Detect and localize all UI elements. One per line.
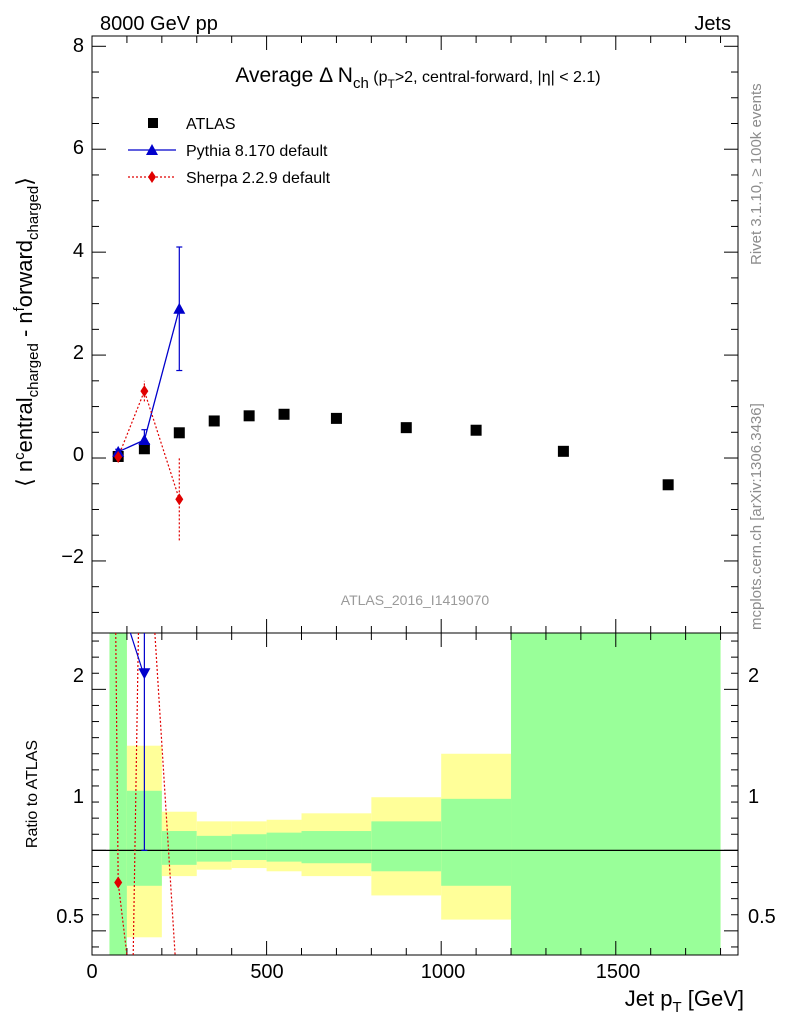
ratio-ytick-label-1: 1 [73, 786, 84, 808]
header-right: Jets [694, 13, 731, 35]
legend-marker-sherpa [148, 171, 156, 183]
legend-marker-atlas [148, 118, 158, 128]
atlas-point-8 [470, 424, 482, 436]
ratio-bands [92, 633, 738, 955]
legend-label-pythia: Pythia 8.170 default [186, 143, 328, 160]
ratio-ytick-label-2-right: 2 [748, 665, 759, 687]
xtick-label-500: 500 [250, 961, 283, 983]
ratio-band-inner-4 [231, 834, 267, 861]
ratio-band-inner-8 [441, 798, 512, 886]
header-left: 8000 GeV pp [100, 13, 218, 35]
sherpa-point-0 [114, 450, 123, 463]
ytick-label-4: 4 [73, 240, 84, 262]
atlas-point-10 [662, 479, 674, 491]
legend-label-sherpa: Sherpa 2.2.9 default [186, 170, 331, 187]
tick-labels: −2 0 2 4 6 8 0.5 1 2 0.5 1 2 0 500 1000 … [56, 35, 776, 983]
legend-label-atlas: ATLAS [186, 116, 236, 133]
ratio-band-inner-6 [301, 831, 372, 864]
sherpa-ratio-point-0 [114, 876, 123, 889]
x-axis-label: Jet pT [GeV] [625, 986, 744, 1016]
analysis-watermark: ATLAS_2016_I1419070 [341, 592, 490, 608]
atlas-point-1 [138, 443, 150, 455]
sherpa-ratio-line-b [132, 632, 140, 956]
ratio-band-inner-5 [266, 832, 302, 862]
xtick-label-1000: 1000 [421, 961, 466, 983]
ytick-label-2: 2 [73, 342, 84, 364]
ratio-ytick-label-2: 2 [73, 665, 84, 687]
y-axis-label: ⟨ ncentralcharged - nforwardcharged⟩ [11, 177, 42, 487]
ratio-panel-data [114, 632, 176, 956]
ratio-panel-frame [91, 632, 739, 956]
atlas-point-3 [208, 415, 220, 427]
pythia-line [117, 308, 180, 453]
sherpa-point-1 [140, 385, 149, 398]
ratio-band-inner-2 [161, 831, 197, 865]
atlas-point-2 [173, 427, 185, 439]
atlas-point-5 [278, 408, 290, 420]
atlas-point-6 [330, 412, 342, 424]
xtick-label-0: 0 [86, 961, 97, 983]
ratio-ytick-label-1-right: 1 [748, 786, 759, 808]
ratio-band-inner-3 [196, 835, 232, 862]
top-panel-data [112, 246, 674, 541]
pythia-ratio-point-0 [138, 668, 151, 680]
pythia-point-2 [173, 302, 186, 314]
sherpa-point-2 [175, 493, 184, 506]
legend-marker-pythia [146, 144, 158, 155]
legend: ATLAS Pythia 8.170 default Sherpa 2.2.9 … [128, 116, 331, 187]
pythia-ratio-line [129, 632, 144, 674]
mcplots-label: mcplots.cern.ch [arXiv:1306.3436] [748, 403, 765, 630]
ratio-ytick-label-05-right: 0.5 [748, 906, 776, 928]
ytick-label-8: 8 [73, 35, 84, 57]
axis-ticks [91, 36, 738, 955]
sherpa-ratio-line-c [154, 632, 176, 956]
ytick-label-6: 6 [73, 137, 84, 159]
rivet-label: Rivet 3.1.10, ≥ 100k events [748, 83, 765, 265]
atlas-point-7 [400, 422, 412, 434]
ratio-band-inner-7 [371, 821, 442, 872]
ratio-y-axis-label: Ratio to ATLAS [24, 740, 41, 848]
ratio-ytick-label-05: 0.5 [56, 906, 84, 928]
ratio-band-inner-9 [511, 633, 721, 955]
plot-title: Average Δ Nch (pT>2, central-forward, |η… [235, 64, 600, 92]
ratio-band-inner-0 [109, 633, 127, 955]
atlas-point-4 [243, 410, 255, 422]
xtick-label-1500: 1500 [596, 961, 641, 983]
ytick-label-0: 0 [73, 444, 84, 466]
atlas-point-9 [557, 445, 569, 457]
pythia-point-1 [138, 434, 151, 446]
ytick-label-m2: −2 [61, 546, 84, 568]
